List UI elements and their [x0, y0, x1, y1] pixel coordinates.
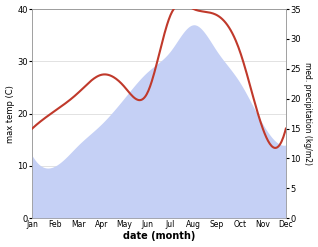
Y-axis label: max temp (C): max temp (C) [5, 85, 15, 143]
Y-axis label: med. precipitation (kg/m2): med. precipitation (kg/m2) [303, 62, 313, 165]
X-axis label: date (month): date (month) [123, 231, 195, 242]
